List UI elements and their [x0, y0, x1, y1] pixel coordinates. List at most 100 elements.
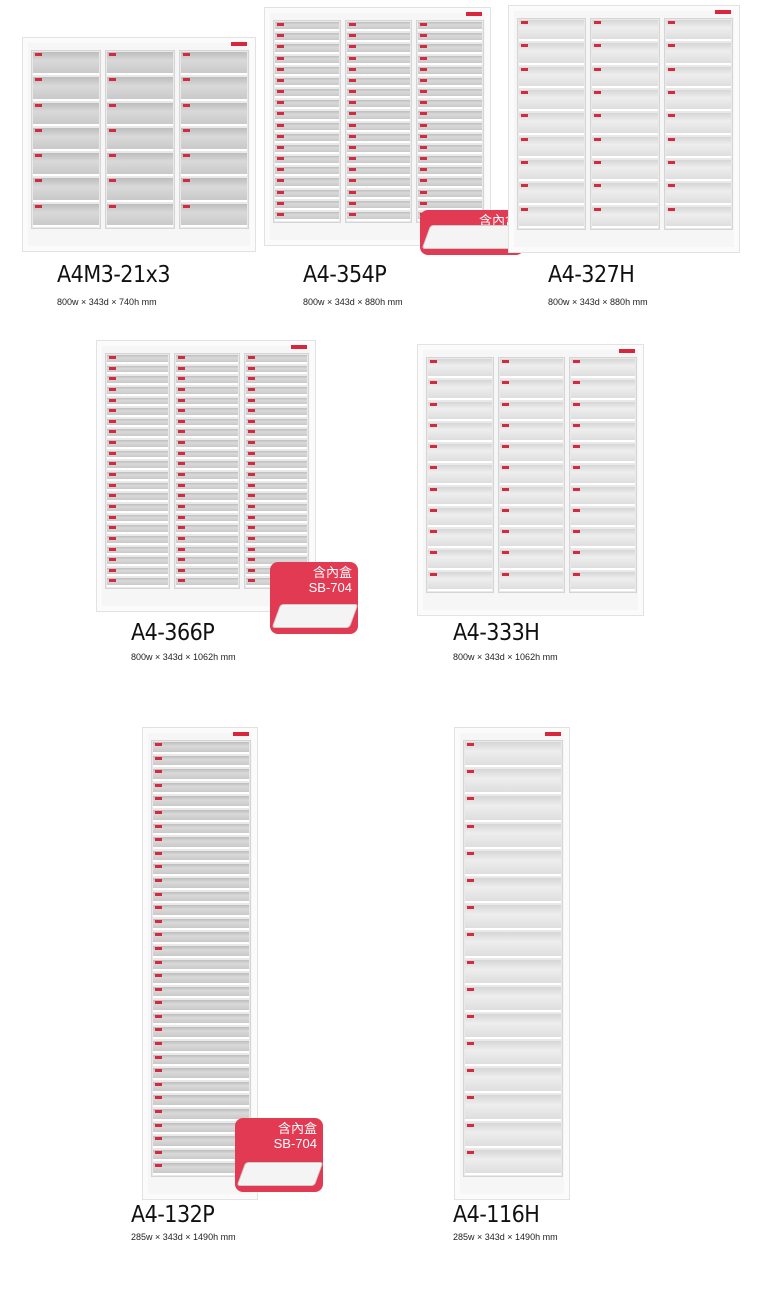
drawer-label-tag	[178, 462, 186, 466]
drawer-label-tag	[183, 103, 190, 107]
cabinet-image	[454, 727, 570, 1200]
tray-image	[271, 604, 359, 628]
drawer	[465, 1122, 561, 1148]
drawer-label-tag	[573, 445, 581, 449]
drawer-label-tag	[467, 851, 474, 855]
drawer	[499, 507, 564, 528]
drawer-label-tag	[178, 568, 186, 572]
drawer	[571, 550, 635, 570]
drawer-label-tag	[183, 128, 190, 132]
drawer	[275, 178, 339, 188]
model-name: A4M3-21x3	[57, 262, 171, 288]
drawer-label-tag	[348, 67, 356, 71]
drawer	[181, 102, 247, 126]
drawer	[181, 127, 247, 152]
drawer	[418, 55, 482, 65]
drawer	[418, 189, 482, 199]
drawer	[275, 55, 339, 65]
drawer	[107, 429, 169, 439]
drawer-label-tag	[178, 409, 186, 413]
drawer-label-tag	[467, 1096, 474, 1100]
cabinet-image	[142, 727, 258, 1200]
drawer-label-tag	[277, 123, 284, 127]
drawer-label-tag	[109, 579, 116, 583]
drawer	[153, 864, 249, 876]
drawer	[519, 20, 585, 42]
drawer-label-tag	[35, 78, 42, 82]
drawer-label-tag	[35, 128, 42, 132]
drawer-label-tag	[277, 67, 284, 71]
drawer	[275, 156, 339, 166]
drawer-label-tag	[178, 526, 186, 530]
drawer	[153, 1122, 249, 1135]
drawer-label-tag	[35, 103, 42, 107]
drawer-label-tag	[178, 515, 186, 519]
drawer-column	[590, 18, 660, 230]
drawer-label-tag	[178, 398, 186, 402]
drawer-column	[344, 20, 413, 223]
drawer-label-tag	[277, 101, 284, 105]
drawer-label-tag	[420, 45, 428, 49]
drawer-label-tag	[247, 504, 255, 508]
drawer	[571, 380, 635, 400]
model-dimensions: 800w × 343d × 1062h mm	[131, 652, 236, 662]
drawer-label-tag	[467, 1069, 474, 1073]
drawer	[176, 440, 238, 449]
drawer	[418, 111, 482, 121]
drawer	[428, 465, 492, 485]
badge-line-1: 含內盒	[277, 1121, 317, 1136]
drawer-label-tag	[109, 179, 116, 183]
drawer	[107, 386, 169, 396]
drawer-label-tag	[667, 67, 675, 71]
cabinet-image	[417, 344, 644, 616]
drawer-label-tag	[247, 366, 255, 370]
drawer-label-tag	[348, 134, 356, 138]
drawer-label-tag	[247, 473, 255, 477]
drawer-label-tag	[521, 160, 528, 164]
drawer	[499, 359, 564, 379]
drawer	[245, 418, 307, 428]
drawer	[499, 422, 564, 443]
drawer	[153, 1013, 249, 1026]
drawer	[153, 1149, 249, 1162]
drawer	[176, 397, 238, 407]
drawer-label-tag	[109, 128, 116, 132]
drawer-label-tag	[109, 398, 116, 402]
cabinet-image	[508, 5, 740, 253]
drawer-label-tag	[573, 381, 581, 385]
drawer-column	[179, 50, 249, 229]
drawer	[418, 77, 482, 88]
drawer-label-tag	[247, 409, 255, 413]
drawer	[346, 189, 411, 199]
drawer-label-tag	[109, 409, 116, 413]
drawer-label-tag	[430, 466, 437, 470]
drawer	[346, 89, 411, 99]
drawer-column	[663, 18, 733, 230]
model-dimensions: 800w × 343d × 880h mm	[303, 297, 403, 307]
drawer	[153, 959, 249, 972]
drawer	[571, 529, 635, 549]
drawer-label-tag	[521, 90, 528, 94]
drawer-label-tag	[667, 184, 675, 188]
drawer	[107, 376, 169, 385]
drawer	[33, 77, 99, 101]
drawer	[665, 113, 731, 135]
drawer	[465, 932, 561, 958]
drawer	[465, 986, 561, 1012]
drawer-label-tag	[348, 101, 356, 105]
drawer	[176, 557, 238, 566]
drawer	[665, 183, 731, 205]
drawer	[153, 823, 249, 836]
drawer-label-tag	[667, 44, 675, 48]
drawer	[418, 22, 482, 32]
drawer	[428, 444, 492, 464]
drawer	[665, 66, 731, 88]
drawer-label-tag	[247, 494, 255, 498]
drawer	[153, 742, 249, 754]
drawer-label-tag	[573, 572, 581, 576]
drawer	[519, 113, 585, 135]
drawer-label-tag	[277, 179, 284, 183]
drawer-label-tag	[467, 1014, 474, 1018]
drawer-label-tag	[348, 190, 356, 194]
drawer	[346, 66, 411, 76]
